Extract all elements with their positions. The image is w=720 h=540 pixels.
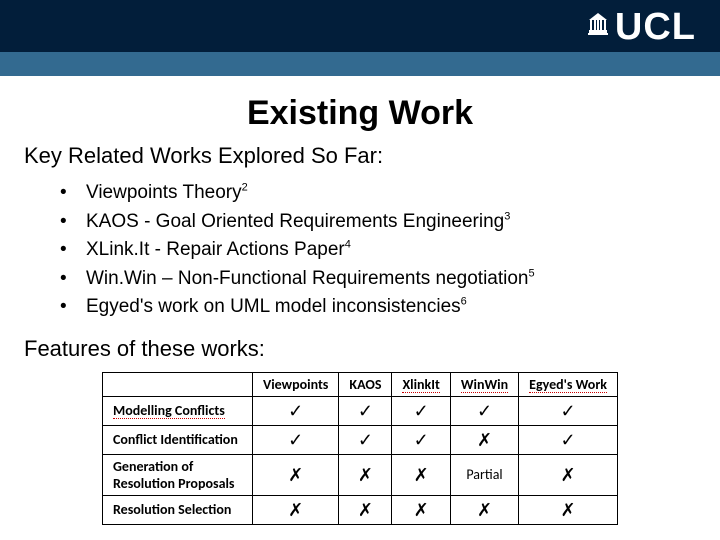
subtitle: Key Related Works Explored So Far: [24, 143, 696, 169]
table-cell: ✗ [392, 495, 450, 524]
table-row: Resolution Selection ✗ ✗ ✗ ✗ ✗ [102, 495, 617, 524]
table-cell: ✗ [392, 454, 450, 495]
table-cell: ✗ [450, 495, 518, 524]
slide-content: Existing Work Key Related Works Explored… [0, 76, 720, 525]
table-cell: Partial [450, 454, 518, 495]
row-header: Modelling Conflicts [102, 396, 252, 425]
col-header: WinWin [450, 372, 518, 396]
bullet-text: Win.Win – Non-Functional Requirements ne… [86, 268, 529, 289]
table-row: Conflict Identification ✓ ✓ ✓ ✗ ✓ [102, 425, 617, 454]
table-cell: ✗ [252, 454, 338, 495]
footnote-ref: 3 [504, 210, 510, 222]
row-header: Conflict Identification [102, 425, 252, 454]
col-header: Egyed's Work [519, 372, 618, 396]
header-banner: UCL [0, 0, 720, 76]
building-icon [587, 11, 609, 44]
table-cell: ✓ [519, 425, 618, 454]
footnote-ref: 2 [242, 182, 248, 194]
col-header: KAOS [339, 372, 392, 396]
table-corner [102, 372, 252, 396]
table-cell: ✓ [252, 396, 338, 425]
table-row: Modelling Conflicts ✓ ✓ ✓ ✓ ✓ [102, 396, 617, 425]
list-item: •Win.Win – Non-Functional Requirements n… [60, 265, 696, 294]
table-cell: ✓ [339, 396, 392, 425]
table-cell: ✓ [339, 425, 392, 454]
banner-accent [0, 52, 720, 76]
bullet-list: •Viewpoints Theory2 •KAOS - Goal Oriente… [60, 179, 696, 322]
logo-text: UCL [615, 6, 696, 49]
bullet-text: KAOS - Goal Oriented Requirements Engine… [86, 211, 504, 232]
table-cell: ✗ [450, 425, 518, 454]
table-cell: ✗ [519, 495, 618, 524]
col-header: XlinkIt [392, 372, 450, 396]
features-table: Viewpoints KAOS XlinkIt WinWin Egyed's W… [102, 372, 618, 525]
col-header: Viewpoints [252, 372, 338, 396]
table-cell: ✓ [392, 425, 450, 454]
footnote-ref: 4 [345, 239, 351, 251]
table-row: Generation of Resolution Proposals ✗ ✗ ✗… [102, 454, 617, 495]
table-header-row: Viewpoints KAOS XlinkIt WinWin Egyed's W… [102, 372, 617, 396]
row-header: Generation of Resolution Proposals [102, 454, 252, 495]
table-cell: ✗ [252, 495, 338, 524]
page-title: Existing Work [24, 94, 696, 133]
table-cell: ✓ [519, 396, 618, 425]
footnote-ref: 6 [461, 296, 467, 308]
list-item: •Viewpoints Theory2 [60, 179, 696, 208]
table-cell: ✓ [392, 396, 450, 425]
footnote-ref: 5 [529, 267, 535, 279]
bullet-text: Egyed's work on UML model inconsistencie… [86, 296, 461, 317]
list-item: •KAOS - Goal Oriented Requirements Engin… [60, 208, 696, 237]
list-item: •Egyed's work on UML model inconsistenci… [60, 293, 696, 322]
bullet-text: Viewpoints Theory [86, 182, 242, 203]
list-item: •XLink.It - Repair Actions Paper4 [60, 236, 696, 265]
ucl-logo: UCL [587, 6, 696, 49]
table-cell: ✓ [252, 425, 338, 454]
row-header: Resolution Selection [102, 495, 252, 524]
bullet-text: XLink.It - Repair Actions Paper [86, 239, 345, 260]
table-cell: ✗ [519, 454, 618, 495]
table-cell: ✗ [339, 495, 392, 524]
table-cell: ✓ [450, 396, 518, 425]
features-title: Features of these works: [24, 336, 696, 362]
table-cell: ✗ [339, 454, 392, 495]
